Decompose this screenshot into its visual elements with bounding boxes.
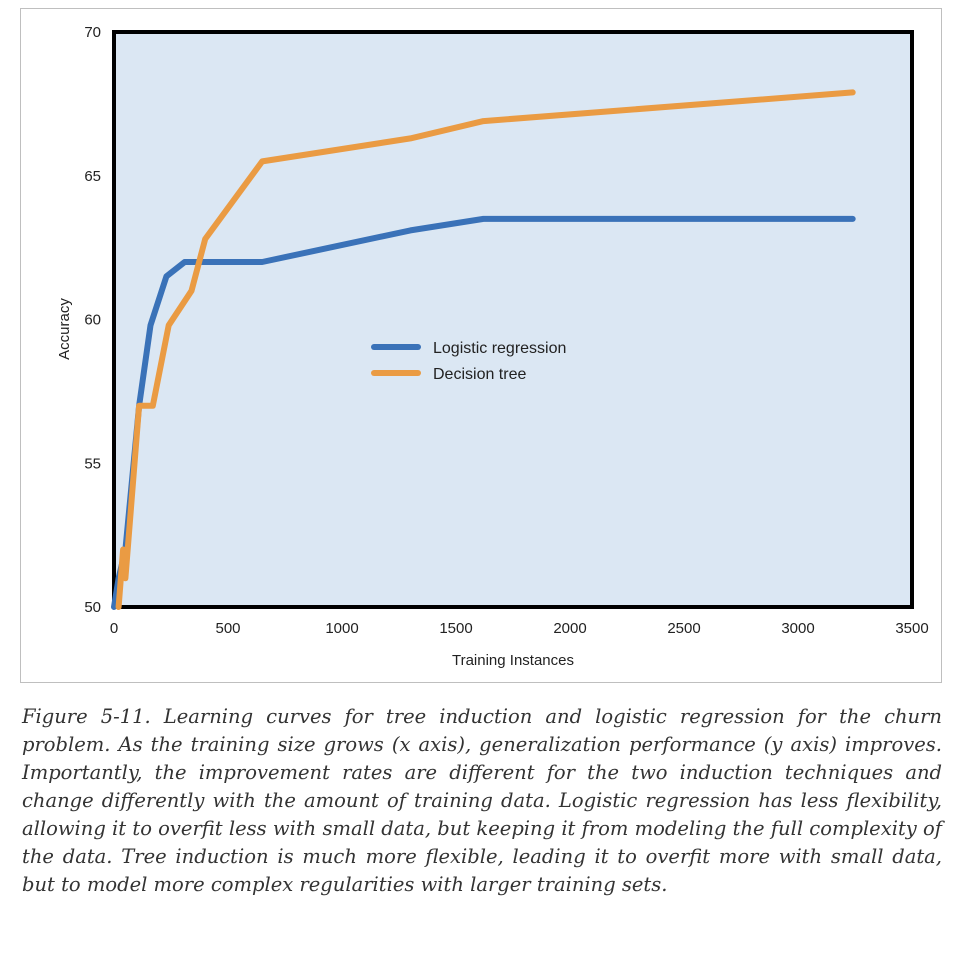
x-tick-label: 1000 xyxy=(325,620,358,637)
y-axis-title: Accuracy xyxy=(56,298,73,360)
series-layer xyxy=(111,89,856,610)
ticks-layer: 0 500 1000 1500 2000 2500 3000 3500 50 55 60 65 70 xyxy=(84,24,928,637)
y-tick-label: 70 xyxy=(84,24,101,41)
series-line-decision-tree xyxy=(115,89,856,610)
x-tick-label: 3000 xyxy=(781,620,814,637)
figure-frame: 0 500 1000 1500 2000 2500 3000 3500 50 55 60 65 70 T… xyxy=(20,8,942,683)
legend-label: Decision tree xyxy=(433,366,526,383)
x-axis-title: Training Instances xyxy=(452,652,574,669)
y-tick-label: 65 xyxy=(84,168,101,185)
learning-curve-chart: 0 500 1000 1500 2000 2500 3000 3500 50 55 60 65 70 T… xyxy=(56,24,929,669)
legend-label: Logistic regression xyxy=(433,340,566,357)
x-tick-label: 0 xyxy=(110,620,118,637)
x-tick-label: 2000 xyxy=(553,620,586,637)
x-tick-label: 500 xyxy=(215,620,240,637)
x-tick-label: 3500 xyxy=(895,620,928,637)
x-tick-label: 1500 xyxy=(439,620,472,637)
figure-caption: Figure 5-11. Learning curves for tree in… xyxy=(22,705,942,896)
y-tick-label: 55 xyxy=(84,455,101,472)
plot-area xyxy=(112,30,914,609)
y-tick-label: 50 xyxy=(84,599,101,616)
y-tick-label: 60 xyxy=(84,312,101,329)
legend: Logistic regression Decision tree xyxy=(371,340,566,383)
x-tick-label: 2500 xyxy=(667,620,700,637)
